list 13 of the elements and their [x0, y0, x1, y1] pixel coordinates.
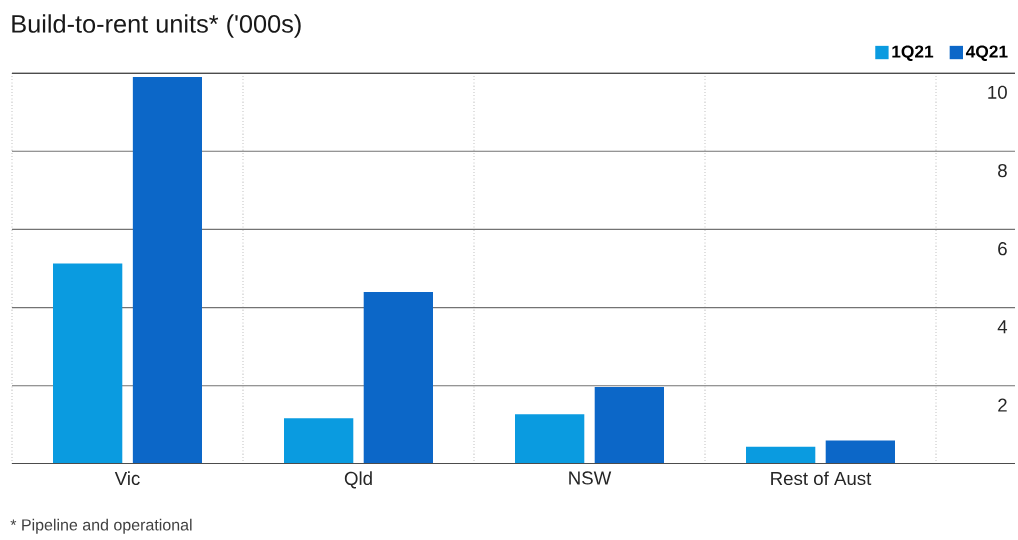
- y-tick-label: 10: [988, 85, 1007, 99]
- legend-label: 1Q21: [892, 45, 934, 61]
- x-tick-label: NSW: [569, 471, 612, 485]
- y-tick-label: 8: [998, 163, 1007, 178]
- x-tick-label: Vic: [114, 471, 140, 486]
- y-tick-label: 2: [998, 398, 1007, 412]
- chart-title: Build-to-rent units* ('000s): [12, 14, 301, 38]
- y-tick-label: 6: [998, 242, 1007, 256]
- legend-label: 4Q21: [965, 45, 1008, 61]
- x-tick-label: Rest of Aust: [771, 471, 872, 486]
- text: * Pipeline and operational: [10, 518, 192, 534]
- y-tick-label: 4: [997, 320, 1008, 334]
- x-tick-label: Qld: [344, 471, 372, 489]
